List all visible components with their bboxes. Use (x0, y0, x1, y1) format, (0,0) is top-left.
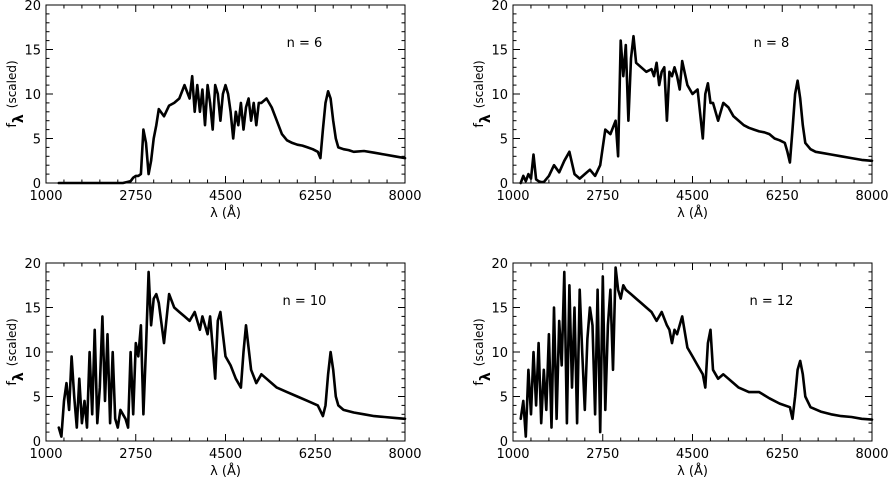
panel-annotation: n = 12 (750, 294, 794, 309)
x-tick-label: 6250 (299, 189, 332, 204)
x-tick-label: 2750 (119, 189, 152, 204)
x-axis-label: λ (Å) (677, 463, 708, 479)
y-axis-label-main: f (5, 123, 20, 128)
panel-annotation: n = 8 (754, 36, 790, 51)
x-axis-label: λ (Å) (210, 463, 241, 479)
y-axis-label-subscript: λ (478, 114, 494, 123)
x-axis-label: λ (Å) (210, 205, 241, 221)
y-axis-label: fλ (scaled) (5, 60, 27, 127)
y-tick-label: 0 (33, 435, 41, 450)
x-tick-label: 1000 (496, 189, 529, 204)
y-axis-label: fλ (scaled) (5, 318, 27, 385)
panel-3: 1000 2750 4500 6250 8000 0 5 10 15 20 λ (Å) fλ (scal… (5, 257, 422, 479)
plot-frame (45, 4, 406, 184)
x-tick-label: 1000 (29, 189, 62, 204)
x-tick-label: 8000 (388, 447, 421, 462)
y-axis-label-main: f (472, 381, 487, 386)
panel-2: 1000 2750 4500 6250 8000 0 5 10 15 20 λ (Å) fλ (scal… (472, 0, 888, 221)
spectrum-line (57, 74, 407, 185)
y-axis-label: fλ (scaled) (472, 318, 494, 385)
x-tick-label: 2750 (119, 447, 152, 462)
y-tick-label: 20 (491, 0, 508, 14)
x-tick-label: 8000 (388, 189, 421, 204)
y-tick-label: 20 (491, 257, 508, 272)
x-tick-label: 4500 (676, 447, 709, 462)
x-tick-label: 4500 (676, 189, 709, 204)
x-tick-label: 2750 (586, 189, 619, 204)
x-tick-label: 8000 (855, 189, 888, 204)
spectrum-line (519, 34, 874, 185)
y-axis-label-subscript: λ (478, 372, 494, 381)
y-tick-label: 0 (33, 177, 41, 192)
spectrum-line (519, 266, 874, 438)
y-axis-label-main: f (5, 381, 20, 386)
x-tick-label: 4500 (209, 447, 242, 462)
x-tick-label: 6250 (766, 189, 799, 204)
y-tick-label: 5 (33, 133, 41, 148)
panel-annotation: n = 6 (287, 36, 323, 51)
y-tick-label: 5 (33, 391, 41, 406)
panel-4: 1000 2750 4500 6250 8000 0 5 10 15 20 λ (Å) fλ (scal… (472, 257, 888, 479)
y-tick-label: 5 (500, 391, 508, 406)
y-tick-label: 15 (491, 44, 508, 59)
y-tick-label: 15 (491, 302, 508, 317)
y-tick-label: 0 (500, 435, 508, 450)
y-tick-label: 5 (500, 133, 508, 148)
y-axis-label-note: (scaled) (5, 318, 19, 366)
y-tick-label: 10 (24, 346, 41, 361)
y-axis-label-note: (scaled) (472, 318, 486, 366)
y-axis-label-main: f (472, 123, 487, 128)
x-tick-label: 6250 (299, 447, 332, 462)
y-tick-label: 10 (491, 88, 508, 103)
panel-annotation: n = 10 (283, 294, 327, 309)
x-tick-label: 1000 (29, 447, 62, 462)
y-tick-label: 0 (500, 177, 508, 192)
y-tick-label: 10 (24, 88, 41, 103)
y-tick-label: 15 (24, 302, 41, 317)
y-axis-label-subscript: λ (11, 114, 27, 123)
y-tick-label: 10 (491, 346, 508, 361)
x-tick-label: 6250 (766, 447, 799, 462)
x-axis-label: λ (Å) (677, 205, 708, 221)
y-axis-label-note: (scaled) (5, 60, 19, 108)
panel-1: 1000 2750 4500 6250 8000 0 5 10 15 20 λ (Å) fλ (scal… (5, 0, 422, 221)
y-tick-label: 20 (24, 257, 41, 272)
spectrum-line (57, 270, 407, 438)
x-tick-label: 1000 (496, 447, 529, 462)
y-axis-label-note: (scaled) (472, 60, 486, 108)
x-tick-label: 4500 (209, 189, 242, 204)
y-axis-label: fλ (scaled) (472, 60, 494, 127)
x-tick-label: 2750 (586, 447, 619, 462)
y-tick-label: 15 (24, 44, 41, 59)
y-axis-label-subscript: λ (11, 372, 27, 381)
y-tick-label: 20 (24, 0, 41, 14)
x-tick-label: 8000 (855, 447, 888, 462)
